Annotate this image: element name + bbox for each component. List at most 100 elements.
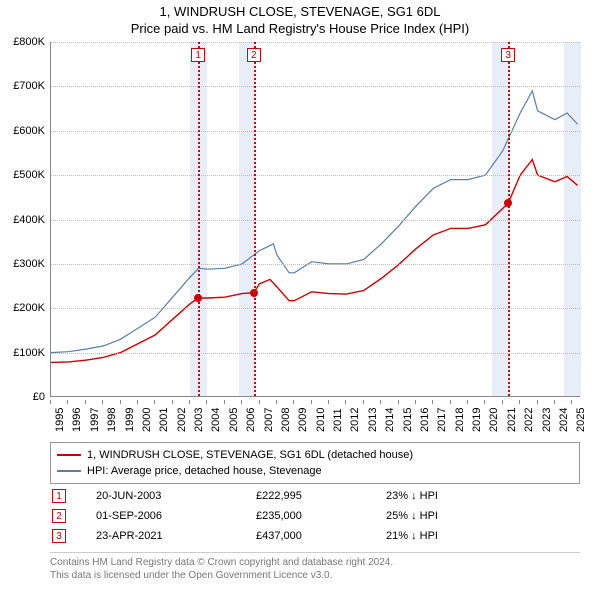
x-axis-labels: 1995199619971998199920002001200220032004… [50, 400, 580, 440]
gridline [51, 220, 580, 221]
transaction-table: 120-JUN-2003£222,99523% ↓ HPI201-SEP-200… [50, 486, 580, 546]
transaction-pct: 21% ↓ HPI [386, 530, 486, 542]
title-subtitle: Price paid vs. HM Land Registry's House … [0, 21, 600, 36]
x-tick [450, 400, 451, 404]
x-tick-label: 2002 [176, 408, 188, 432]
x-tick [415, 400, 416, 404]
x-tick-label: 2007 [263, 408, 275, 432]
x-tick [241, 400, 242, 404]
x-tick [172, 400, 173, 404]
x-tick [398, 400, 399, 404]
chart-titles: 1, WINDRUSH CLOSE, STEVENAGE, SG1 6DL Pr… [0, 0, 600, 36]
legend-label: 1, WINDRUSH CLOSE, STEVENAGE, SG1 6DL (d… [87, 449, 413, 461]
x-tick-label: 2001 [158, 408, 170, 432]
x-tick [380, 400, 381, 404]
x-tick-label: 2006 [245, 408, 257, 432]
x-tick-label: 2013 [367, 408, 379, 432]
marker-number-box: 2 [247, 48, 261, 62]
gridline [51, 175, 580, 176]
y-tick-label: £400K [13, 214, 45, 226]
x-tick [328, 400, 329, 404]
y-tick-label: £600K [13, 125, 45, 137]
transaction-row: 120-JUN-2003£222,99523% ↓ HPI [50, 486, 580, 506]
legend-swatch [57, 454, 81, 456]
x-tick [276, 400, 277, 404]
marker-line [198, 42, 200, 396]
plot-area: 1 2 3 [50, 42, 580, 397]
x-tick [102, 400, 103, 404]
gridline [51, 264, 580, 265]
gridline [51, 131, 580, 132]
chart-container: 1, WINDRUSH CLOSE, STEVENAGE, SG1 6DL Pr… [0, 0, 600, 590]
transaction-pct: 25% ↓ HPI [386, 510, 486, 522]
transaction-row: 2 01-SEP-2006 £235,000 25% ↓ HPI [50, 506, 580, 526]
y-tick-label: £800K [13, 36, 45, 48]
sale-point-dot [504, 199, 512, 207]
x-tick-label: 2005 [228, 408, 240, 432]
sale-point-dot [250, 289, 258, 297]
legend-row: HPI: Average price, detached house, Stev… [57, 463, 573, 479]
x-tick-label: 2003 [193, 408, 205, 432]
x-tick [154, 400, 155, 404]
x-tick-label: 2011 [332, 408, 344, 432]
gridline [51, 86, 580, 87]
legend-swatch [57, 470, 81, 472]
x-tick-label: 2025 [575, 408, 587, 432]
transaction-date: 01-SEP-2006 [96, 510, 246, 522]
transaction-number-box: 3 [52, 529, 66, 543]
property-line [51, 160, 578, 363]
x-tick-label: 2010 [315, 408, 327, 432]
sale-point-dot [194, 294, 202, 302]
x-tick-label: 1997 [89, 408, 101, 432]
x-tick-label: 2021 [506, 408, 518, 432]
x-tick-label: 1999 [124, 408, 136, 432]
y-tick-label: £300K [13, 258, 45, 270]
x-tick [345, 400, 346, 404]
x-tick [206, 400, 207, 404]
x-tick [85, 400, 86, 404]
transaction-price: £222,995 [256, 490, 376, 502]
y-tick-label: £700K [13, 80, 45, 92]
legend-box: 1, WINDRUSH CLOSE, STEVENAGE, SG1 6DL (d… [50, 442, 580, 484]
transaction-row: 3 23-APR-2021 £437,000 21% ↓ HPI [50, 526, 580, 546]
transaction-number-box: 1 [52, 489, 66, 503]
x-tick-label: 2017 [436, 408, 448, 432]
footer-attribution: Contains HM Land Registry data © Crown c… [50, 552, 580, 582]
transaction-number-box: 2 [52, 509, 66, 523]
x-tick-label: 2019 [471, 408, 483, 432]
x-tick-label: 2004 [210, 408, 222, 432]
legend-label: HPI: Average price, detached house, Stev… [87, 465, 322, 477]
y-tick-label: £100K [13, 347, 45, 359]
x-tick-label: 2015 [402, 408, 414, 432]
y-axis-labels: £0£100K£200K£300K£400K£500K£600K£700K£80… [0, 42, 48, 397]
marker-number-box: 1 [191, 48, 205, 62]
x-tick [554, 400, 555, 404]
x-tick [50, 400, 51, 404]
marker-number-box: 3 [501, 48, 515, 62]
marker-line [254, 42, 256, 396]
x-tick-label: 1998 [106, 408, 118, 432]
transaction-date: 23-APR-2021 [96, 530, 246, 542]
x-tick [571, 400, 572, 404]
marker-line [508, 42, 510, 396]
x-tick [484, 400, 485, 404]
x-tick [189, 400, 190, 404]
legend-row: 1, WINDRUSH CLOSE, STEVENAGE, SG1 6DL (d… [57, 447, 573, 463]
x-tick [259, 400, 260, 404]
x-tick-label: 2012 [349, 408, 361, 432]
x-tick-label: 2016 [419, 408, 431, 432]
gridline [51, 353, 580, 354]
x-tick-label: 2014 [384, 408, 396, 432]
transaction-price: £437,000 [256, 530, 376, 542]
x-tick [67, 400, 68, 404]
x-tick [432, 400, 433, 404]
x-tick-label: 2024 [558, 408, 570, 432]
x-tick [519, 400, 520, 404]
x-tick [537, 400, 538, 404]
x-tick-label: 2020 [488, 408, 500, 432]
transaction-date: 20-JUN-2003 [96, 490, 246, 502]
y-tick-label: £200K [13, 302, 45, 314]
x-tick [311, 400, 312, 404]
x-tick [137, 400, 138, 404]
transaction-price: £235,000 [256, 510, 376, 522]
